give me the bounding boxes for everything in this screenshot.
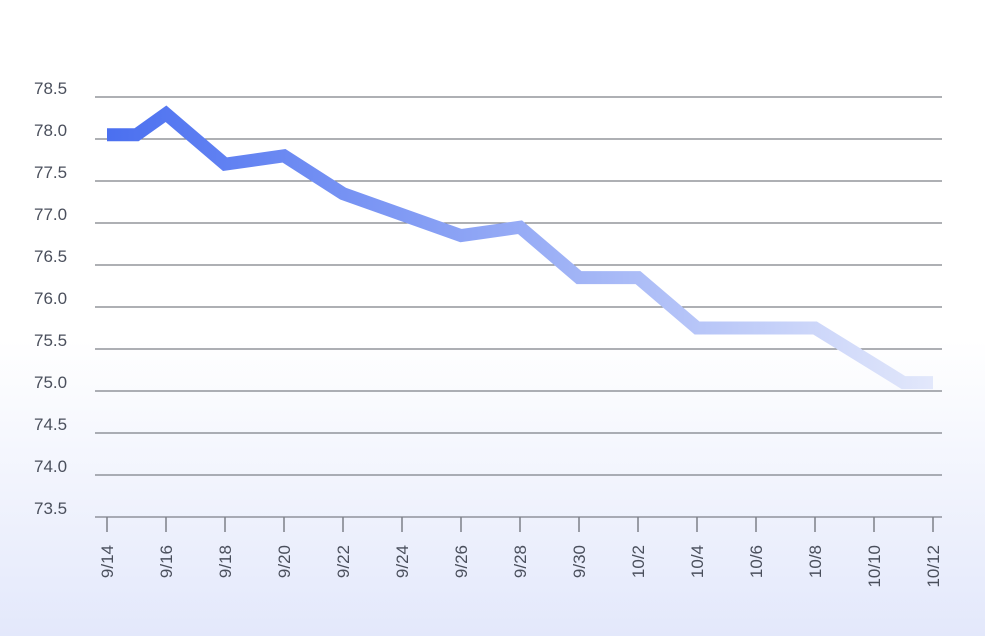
x-tick-label: 9/22 <box>334 545 353 578</box>
y-tick-label: 74.5 <box>34 415 67 434</box>
x-tick-label: 9/26 <box>452 545 471 578</box>
y-tick-label: 76.0 <box>34 289 67 308</box>
y-tick-label: 73.5 <box>34 499 67 518</box>
y-tick-label: 75.5 <box>34 331 67 350</box>
y-tick-label: 77.0 <box>34 205 67 224</box>
x-tick-label: 10/12 <box>924 545 943 588</box>
x-axis: 9/14 9/16 9/18 9/20 9/22 9/24 9/26 9/28 9/30 10/2… <box>98 517 943 588</box>
x-tick-label: 9/20 <box>275 545 294 578</box>
x-tick-label: 10/4 <box>688 545 707 578</box>
y-axis: 78.5 78.0 77.5 77.0 76.5 76.0 75.5 75.0 74.5 74.0… <box>34 79 67 518</box>
y-tick-label: 77.5 <box>34 163 67 182</box>
y-tick-label: 75.0 <box>34 373 67 392</box>
x-tick-label: 9/16 <box>157 545 176 578</box>
x-tick-label: 10/6 <box>747 545 766 578</box>
y-tick-label: 76.5 <box>34 247 67 266</box>
x-tick-label: 9/18 <box>216 545 235 578</box>
x-tick-label: 9/14 <box>98 545 117 578</box>
x-tick-label: 9/28 <box>511 545 530 578</box>
y-tick-label: 74.0 <box>34 457 67 476</box>
x-tick-label: 9/24 <box>393 545 412 578</box>
x-tick-label: 10/2 <box>629 545 648 578</box>
x-tick-label: 10/8 <box>806 545 825 578</box>
x-tick-label: 10/10 <box>865 545 884 588</box>
series-layer <box>107 105 933 390</box>
x-tick-label: 9/30 <box>570 545 589 578</box>
gridlines <box>95 96 942 518</box>
y-tick-label: 78.5 <box>34 79 67 98</box>
series-line <box>107 105 933 390</box>
y-tick-label: 78.0 <box>34 121 67 140</box>
